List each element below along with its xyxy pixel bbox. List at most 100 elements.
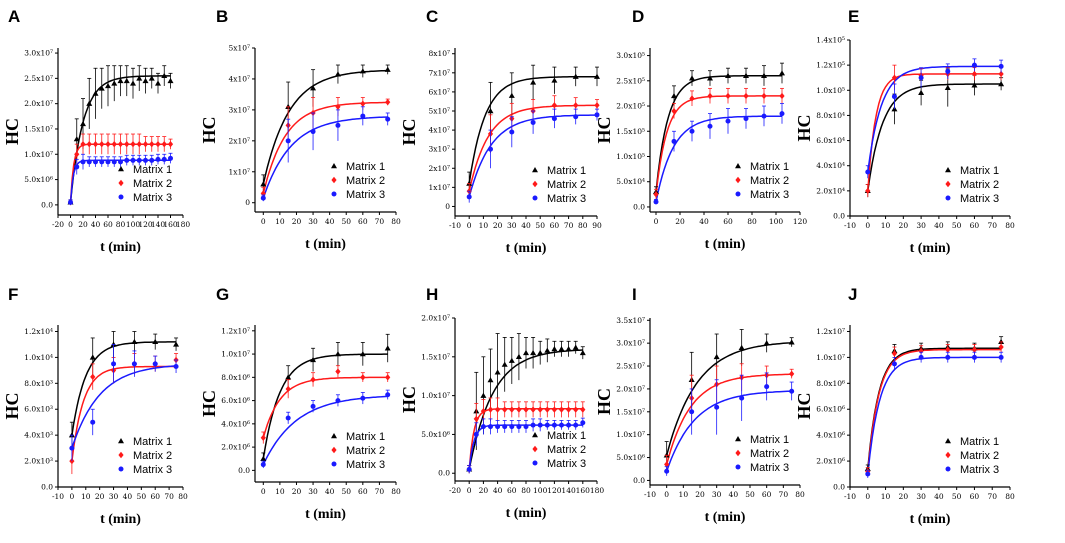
matrix-2-fit-curve [262,376,388,439]
legend-label: Matrix 1 [750,161,789,173]
x-tick-label: -10 [52,492,64,501]
matrix-1-point [713,353,720,360]
legend-label: Matrix 2 [133,178,172,190]
matrix-2-point [573,406,579,413]
matrix-3-point [310,403,316,409]
matrix-1-point [142,77,149,84]
y-tick-label: 1.0x10⁵ [616,152,645,161]
y-axis-label: HC [399,119,419,146]
matrix-2-fit-curve [867,348,1002,472]
legend-label: Matrix 1 [547,165,586,177]
matrix-3-point [689,409,695,415]
matrix-3-point [509,129,515,135]
matrix-3-point [502,424,508,430]
x-tick-label: 70 [375,487,385,496]
x-tick-label: 100 [533,486,548,495]
matrix-3-point [155,156,161,162]
matrix-1-point [487,377,494,383]
matrix-3-point [761,113,767,119]
matrix-3-point [671,138,677,144]
y-tick-label: 1.0x10⁷ [421,391,450,400]
legend-label: Matrix 3 [346,189,385,201]
matrix-3-point [707,123,713,129]
matrix-2-point [74,151,80,158]
matrix-3-point [945,195,951,201]
x-tick-label: -20 [52,220,64,229]
legend-label: Matrix 3 [750,189,789,201]
matrix-2-point [136,140,142,148]
x-tick-label: 40 [934,492,944,501]
y-tick-label: 6.0x10⁴ [816,136,845,145]
matrix-3-point [99,159,105,165]
y-tick-label: 2.0x10⁷ [24,99,53,108]
matrix-2-point [310,376,316,383]
x-tick-label: 40 [123,492,133,501]
panel-b: B 0 10 20 30 40 50 60 70 80 0 1x10⁷ 2x10⁷ 3x10⁷ 4x10⁷ 5… [199,7,401,252]
matrix-1-point [945,167,951,173]
matrix-1-fit-curve [655,75,782,192]
matrix-2-fit-curve [665,373,792,465]
matrix-3-point [466,194,472,200]
legend-label: Matrix 3 [750,462,789,474]
panel-letter: A [8,7,20,26]
matrix-2-point [385,98,391,106]
panel-d: D 0 20 40 60 80 100 120 0.0 5.0x10⁴ 1.0x10⁵ 1.5x10⁵… [594,7,807,252]
matrix-2-point [90,373,96,381]
matrix-2-point [865,187,871,195]
x-tick-label: 50 [341,217,351,226]
matrix-3-point [335,122,341,128]
x-tick-label: 10 [479,221,489,230]
y-tick-label: 4.0x10³ [24,431,53,440]
matrix-3-point [739,395,745,401]
y-tick-label: 7x10⁷ [428,68,450,77]
x-tick-label: 60 [970,492,980,501]
matrix-1-point [130,80,136,86]
x-tick-label: 10 [81,492,91,501]
legend-label: Matrix 1 [133,436,172,448]
x-tick-label: 50 [535,221,545,230]
y-tick-label: 2x10⁷ [428,164,450,173]
y-tick-label: 1x10⁷ [428,183,450,192]
matrix-2-point [385,374,391,381]
x-axis-label: t (min) [705,237,746,252]
matrix-2-point [495,406,501,413]
matrix-1-fit-curve [665,341,792,456]
y-tick-label: 3.5x10⁷ [616,316,645,325]
matrix-3-point [865,471,871,477]
matrix-2-point [735,449,741,457]
x-tick-label: 160 [163,220,178,229]
matrix-3-fit-curve [867,65,1002,173]
x-tick-label: 30 [507,221,517,230]
matrix-2-point [124,140,130,148]
y-tick-label: 0.0 [438,469,450,478]
panel-letter: H [426,285,438,304]
matrix-3-point [779,111,785,117]
y-tick-label: 2.5x10⁵ [616,76,645,85]
x-tick-label: -10 [844,492,856,501]
x-tick-label: 10 [881,221,891,230]
x-tick-label: 30 [109,492,119,501]
y-tick-label: 1.5x10⁵ [616,127,645,136]
legend-label: Matrix 3 [547,458,586,470]
matrix-1-point [173,341,180,347]
matrix-3-point [168,155,173,161]
y-tick-label: 1x10⁷ [228,167,250,176]
matrix-2-point [653,191,659,198]
x-tick-label: 20 [899,221,909,230]
matrix-3-point [580,420,586,426]
matrix-1-point [161,72,168,79]
x-tick-label: 20 [695,490,705,499]
y-axis-label: HC [2,393,22,420]
matrix-1-point [466,180,473,186]
matrix-2-point [480,407,486,415]
matrix-3-point [530,119,536,125]
matrix-2-point [285,385,291,393]
x-tick-label: 80 [1005,221,1015,230]
matrix-1-point [384,345,391,351]
matrix-3-point [789,388,795,394]
x-axis-label: t (min) [910,241,951,256]
legend-label: Matrix 2 [960,450,999,462]
x-tick-label: 0 [69,492,74,501]
y-tick-label: 2.0x10⁵ [616,102,645,111]
